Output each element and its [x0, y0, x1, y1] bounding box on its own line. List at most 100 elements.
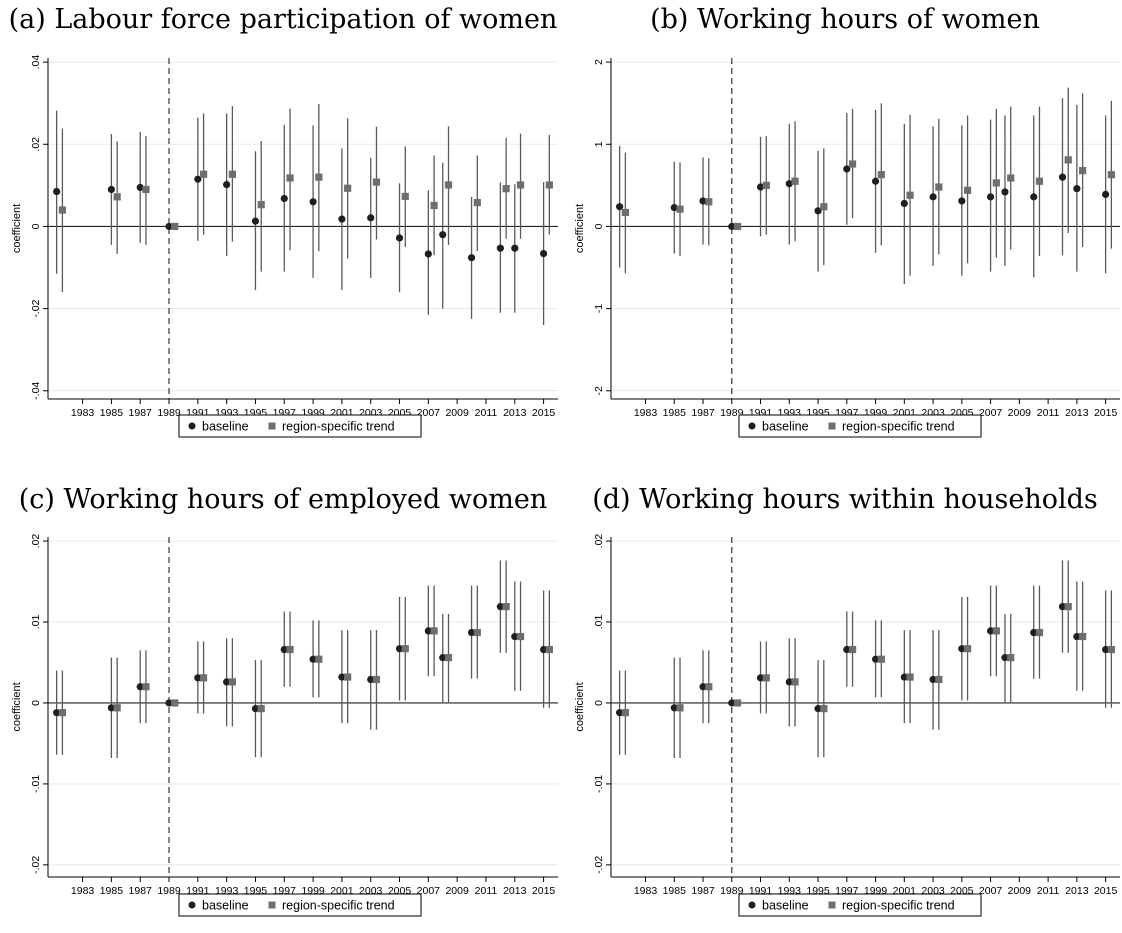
x-tick-label: 1987 [129, 407, 153, 419]
y-axis-label: coefficient [574, 204, 586, 253]
trend-point [848, 160, 857, 168]
trend-point [171, 699, 179, 707]
y-tick-label: -.04 [30, 382, 42, 400]
baseline-point [280, 194, 288, 203]
trend-point [1064, 156, 1072, 164]
baseline-point [1102, 645, 1110, 654]
baseline-point [1058, 173, 1067, 181]
baseline-point [958, 645, 966, 653]
trend-point [1007, 174, 1015, 182]
y-tick-label: .02 [593, 534, 605, 549]
baseline-point [439, 231, 447, 239]
baseline-point [929, 193, 937, 201]
trend-point [444, 654, 453, 662]
x-tick-label: 1985 [100, 885, 124, 897]
baseline-point [699, 683, 707, 691]
legend-trend-label: region-specific trend [842, 420, 955, 434]
baseline-point [467, 254, 476, 262]
trend-point [199, 170, 208, 178]
trend-point [171, 222, 179, 231]
trend-point [113, 704, 121, 712]
y-axis-label: coefficient [11, 204, 23, 253]
legend-trend-label: region-specific trend [842, 899, 955, 913]
legend-baseline-marker [188, 901, 196, 909]
trend-point [733, 222, 742, 231]
trend-point [58, 709, 67, 717]
trend-point [142, 683, 150, 691]
x-tick-label: 1983 [71, 885, 95, 897]
trend-point [1079, 166, 1087, 175]
baseline-point [136, 183, 144, 192]
trend-point [705, 198, 713, 206]
x-tick-label: 2009 [445, 885, 469, 897]
baseline-point [756, 183, 765, 191]
x-tick-label: 1987 [691, 885, 715, 897]
baseline-point [616, 709, 624, 717]
legend-baseline-label: baseline [202, 420, 249, 434]
chart-panel-1: (a) Labour force participation of women -… [9, 4, 558, 438]
legend: baseline region-specific trend [178, 893, 422, 917]
y-axis-label: coefficient [574, 682, 586, 731]
trend-point [113, 193, 121, 201]
x-tick-label: 1989 [720, 885, 744, 897]
baseline-point [165, 222, 173, 231]
trend-point [820, 705, 828, 713]
trend-point [286, 645, 294, 654]
trend-point [1035, 628, 1044, 637]
baseline-point [496, 603, 504, 611]
trend-point [1007, 654, 1015, 662]
x-tick-label: 1989 [157, 407, 181, 419]
legend-baseline-label: baseline [762, 420, 809, 434]
panel-title: (c) Working hours of employed women [19, 484, 548, 515]
panel-title: (a) Labour force participation of women [9, 4, 558, 35]
baseline-point [756, 674, 765, 682]
x-tick-label: 2007 [417, 885, 441, 897]
trend-point [502, 603, 510, 611]
y-tick-label: 0 [30, 223, 42, 229]
trend-point [430, 627, 438, 635]
trend-point [545, 645, 553, 654]
baseline-point [1073, 185, 1081, 193]
baseline-point [53, 187, 61, 196]
y-tick-label: .01 [593, 615, 605, 630]
trend-point [444, 181, 453, 189]
x-tick-label: 2009 [1008, 885, 1032, 897]
baseline-point [194, 674, 202, 682]
baseline-point [539, 645, 548, 654]
trend-point [1107, 645, 1115, 654]
trend-point [963, 645, 972, 653]
trend-point [992, 179, 1000, 187]
panel-title: (d) Working hours within households [592, 484, 1098, 515]
legend-trend-marker [828, 901, 836, 909]
x-tick-label: 1985 [663, 885, 687, 897]
trend-point [401, 645, 409, 653]
chart-panel-3: (c) Working hours of employed women -.02 -… [11, 484, 558, 917]
y-tick-label: .02 [30, 534, 42, 549]
baseline-point [395, 234, 404, 242]
baseline-point [1001, 654, 1009, 662]
baseline-point [785, 678, 793, 686]
trend-point [621, 709, 629, 717]
y-tick-label: -.02 [593, 856, 605, 874]
legend-box [738, 893, 982, 917]
trend-point [228, 170, 237, 178]
y-tick-label: -.02 [30, 299, 42, 317]
legend-box [178, 414, 422, 438]
legend-trend-marker [828, 422, 836, 430]
baseline-point [309, 655, 317, 663]
x-tick-label: 2011 [475, 885, 498, 897]
trend-point [676, 205, 684, 213]
y-tick-label: 1 [593, 141, 605, 147]
x-tick-label: 2013 [1065, 885, 1089, 897]
baseline-point [1030, 193, 1038, 201]
trend-point [676, 704, 684, 712]
chart-panel-4: (d) Working hours within households -.02 -… [574, 484, 1120, 917]
trend-point [877, 655, 885, 663]
trend-point [762, 674, 770, 682]
trend-point [545, 181, 553, 189]
x-tick-label: 1983 [71, 407, 95, 419]
baseline-point [511, 632, 519, 641]
legend-trend-label: region-specific trend [282, 420, 395, 434]
baseline-point [439, 654, 447, 662]
x-tick-label: 1987 [129, 885, 153, 897]
